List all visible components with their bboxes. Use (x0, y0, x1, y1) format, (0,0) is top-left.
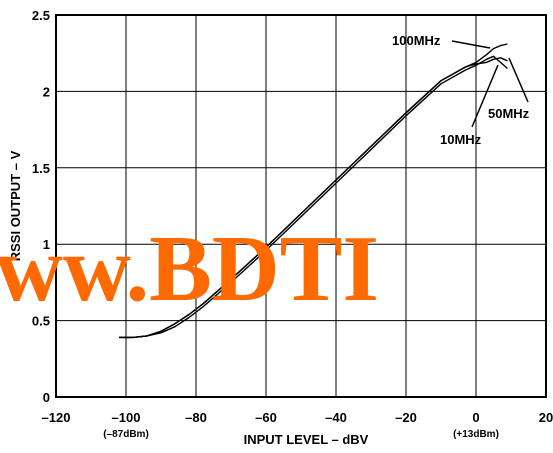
annotation-50mhz: 50MHz (488, 106, 530, 121)
x-tick-label: –100 (112, 410, 141, 425)
x-sub-label: (–87dBm) (103, 429, 149, 440)
y-tick-label: 0.5 (32, 314, 50, 329)
x-axis-label: INPUT LEVEL – dBV (244, 432, 369, 447)
x-tick-label: –40 (325, 410, 347, 425)
annotation-100mhz-pointer (451, 40, 491, 49)
series-line-10mhz (119, 55, 508, 339)
x-tick-label: –80 (185, 410, 207, 425)
x-tick-label: –60 (255, 410, 277, 425)
annotation-10mhz-pointer (471, 64, 499, 128)
series-line-100mhz (119, 43, 508, 339)
x-tick-label: 0 (472, 410, 479, 425)
annotation-100mhz: 100MHz (392, 33, 441, 48)
x-sub-label: (+13dBm) (453, 429, 499, 440)
y-tick-label: 1 (43, 237, 50, 252)
y-tick-label: 1.5 (32, 161, 50, 176)
watermark-text: ww.BDTI (0, 217, 379, 321)
y-tick-label: 2.5 (32, 8, 50, 23)
series-group (119, 43, 508, 339)
y-tick-label: 2 (43, 84, 50, 99)
annotation-50mhz-pointer (508, 57, 529, 103)
grid (55, 14, 547, 398)
x-tick-label: –20 (395, 410, 417, 425)
y-tick-label: 0 (43, 390, 50, 405)
y-axis-label: RSSI OUTPUT – V (8, 150, 23, 261)
plot-frame (55, 14, 547, 398)
x-tick-label: 20 (539, 410, 553, 425)
annotations: 100MHz 50MHz 10MHz (392, 33, 530, 147)
x-tick-label: –120 (42, 410, 71, 425)
annotation-10mhz: 10MHz (440, 132, 482, 147)
tick-labels: –120 –100 –80 –60 –40 –20 0 20 0 0.5 1 1.5 2 2.5 (–87d… (32, 8, 553, 440)
